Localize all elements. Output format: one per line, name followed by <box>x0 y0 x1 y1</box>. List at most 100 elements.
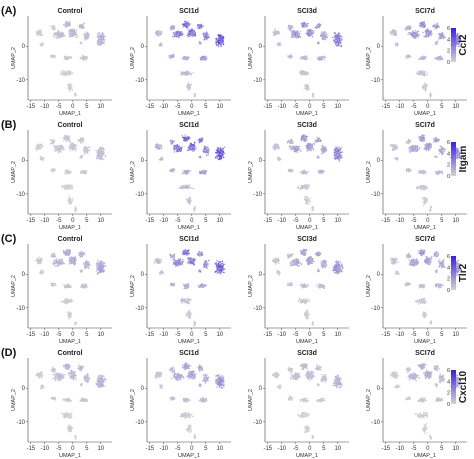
umap-point <box>305 84 307 86</box>
umap-point <box>203 151 205 153</box>
umap-point <box>333 39 336 42</box>
umap-point <box>183 139 185 141</box>
umap-point <box>219 146 222 149</box>
umap-point <box>423 35 425 38</box>
umap-point <box>168 56 171 59</box>
umap-point <box>222 156 225 159</box>
umap-point <box>87 146 90 148</box>
y-tick-label: 0 <box>22 44 26 50</box>
umap-points <box>154 134 226 212</box>
legend-tick-label: 4 <box>447 37 450 43</box>
umap-point <box>426 72 428 75</box>
umap-point <box>193 142 196 145</box>
umap-point <box>83 22 85 25</box>
umap-point <box>51 55 54 57</box>
umap-point <box>98 156 100 159</box>
umap-point <box>98 154 100 156</box>
umap-point <box>161 156 163 158</box>
umap-point <box>192 72 194 74</box>
umap-point <box>68 170 70 172</box>
umap-point <box>181 146 183 148</box>
umap-point <box>215 42 217 44</box>
y-axis-label: UMAP_2 <box>130 161 136 183</box>
umap-point <box>180 149 182 152</box>
umap-point <box>215 149 218 152</box>
umap-point <box>41 43 44 46</box>
umap-point <box>80 156 83 158</box>
umap-point <box>169 27 172 29</box>
legend-colorbar <box>451 28 456 62</box>
umap-point <box>337 36 340 39</box>
umap-point <box>186 73 189 75</box>
umap-point <box>173 151 176 153</box>
umap-point <box>173 33 175 35</box>
umap-point <box>420 70 423 72</box>
umap-point <box>205 151 207 154</box>
umap-point <box>64 25 67 28</box>
umap-point <box>64 72 66 74</box>
umap-point <box>60 35 63 37</box>
umap-point <box>217 39 220 42</box>
umap-point <box>428 33 430 35</box>
umap-point <box>74 210 77 213</box>
umap-point <box>55 148 57 151</box>
umap-point <box>296 32 299 34</box>
umap-point <box>39 33 41 36</box>
x-tick-label: -5 <box>175 104 181 110</box>
umap-point <box>82 172 84 174</box>
umap-point <box>414 37 417 39</box>
y-tick-label: -10 <box>16 78 25 84</box>
umap-point <box>396 44 399 47</box>
umap-point <box>406 27 408 30</box>
umap-point <box>294 32 297 34</box>
umap-point <box>436 40 439 43</box>
umap-point <box>184 57 187 60</box>
umap-point <box>172 27 174 29</box>
umap-point <box>215 156 217 158</box>
umap-point <box>63 137 66 140</box>
x-tick-label: 0 <box>190 218 194 224</box>
umap-point <box>220 45 222 48</box>
umap-point <box>99 34 101 36</box>
umap-point <box>222 40 224 43</box>
y-tick-label: -10 <box>371 78 380 84</box>
umap-point <box>326 33 328 35</box>
umap-point <box>66 184 68 186</box>
umap-point <box>338 35 341 38</box>
umap-point <box>222 35 224 37</box>
umap-point <box>422 87 424 90</box>
umap-point <box>63 35 66 37</box>
umap-point <box>96 155 98 158</box>
umap-point <box>291 24 293 27</box>
umap-point <box>304 57 307 59</box>
umap-points <box>272 21 343 99</box>
umap-point <box>296 34 298 37</box>
umap-point <box>68 195 71 197</box>
umap-point <box>184 134 186 136</box>
umap-point <box>188 145 191 148</box>
umap-point <box>439 58 442 61</box>
umap-point <box>437 57 440 59</box>
umap-point <box>295 37 298 39</box>
umap-point <box>161 31 164 33</box>
umap-point <box>203 59 206 61</box>
umap-point <box>72 143 75 145</box>
umap-point <box>406 55 408 57</box>
umap-point <box>306 29 309 31</box>
umap-point <box>436 58 439 60</box>
umap-point <box>83 33 86 36</box>
umap-point <box>53 56 56 58</box>
umap-point <box>58 151 60 154</box>
umap-point <box>39 147 41 150</box>
umap-point <box>70 145 73 148</box>
umap-point <box>179 147 182 149</box>
umap-point <box>63 184 65 186</box>
umap-point <box>408 28 410 30</box>
umap-point <box>85 59 87 61</box>
umap-point <box>192 35 194 37</box>
umap-point <box>187 31 190 34</box>
umap-point <box>308 34 310 36</box>
